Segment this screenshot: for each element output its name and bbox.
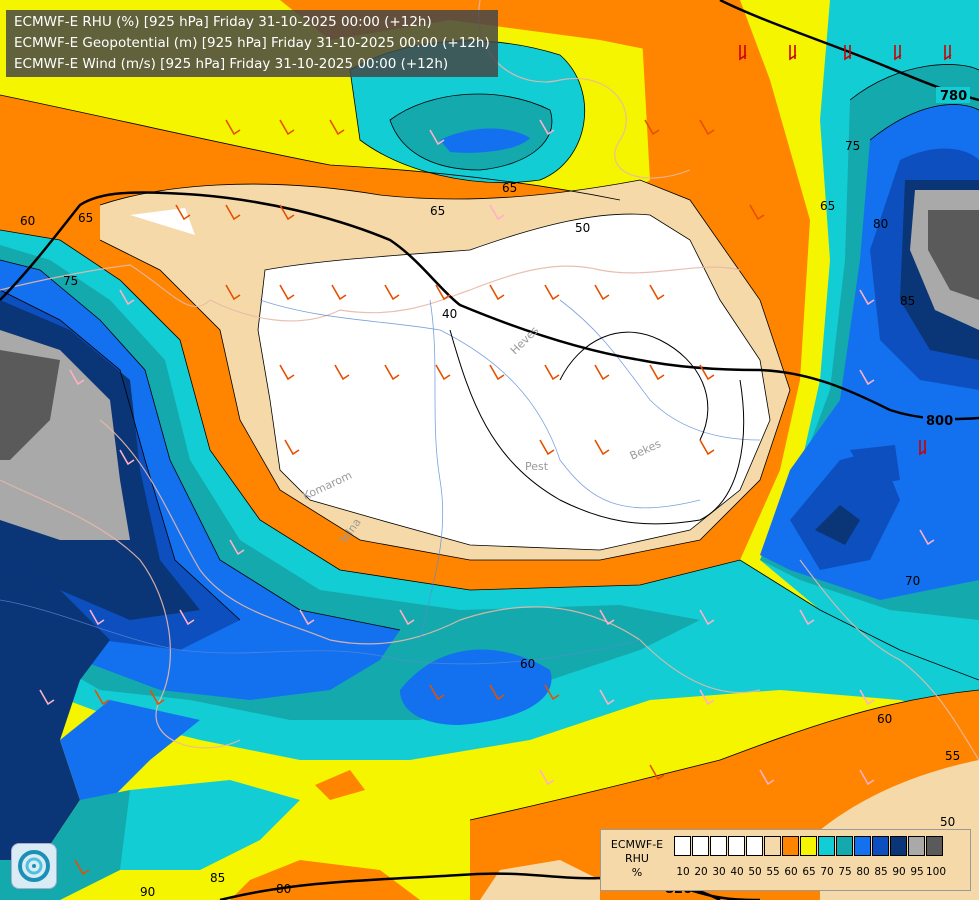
contour-label: 85 bbox=[900, 294, 915, 308]
title-wind: ECMWF-E Wind (m/s) [925 hPa] Friday 31-1… bbox=[14, 56, 449, 72]
contour-label: 50 bbox=[575, 221, 590, 235]
legend-swatch bbox=[908, 836, 925, 856]
rhu-region-peach-s bbox=[480, 860, 600, 900]
legend-tick-label: 85 bbox=[874, 866, 888, 878]
legend-tick-label: 90 bbox=[892, 866, 906, 878]
contour-label: 40 bbox=[442, 307, 457, 321]
legend-swatches bbox=[674, 836, 944, 856]
ecmwf-logo-icon bbox=[11, 843, 57, 889]
title-rhu: ECMWF-E RHU (%) [925 hPa] Friday 31-10-2… bbox=[14, 14, 432, 30]
rhu-region-darkgrey-west bbox=[0, 350, 60, 460]
contour-label: 65 bbox=[78, 211, 93, 225]
legend-title-line: ECMWF-E bbox=[610, 838, 664, 851]
legend-tick-label: 50 bbox=[748, 866, 762, 878]
contour-label: 90 bbox=[140, 885, 155, 899]
legend-title-line: % bbox=[631, 866, 643, 879]
rivers bbox=[0, 299, 761, 665]
rhu-region-blue-s bbox=[400, 649, 552, 725]
legend-swatch bbox=[692, 836, 709, 856]
contour-label: 55 bbox=[945, 749, 960, 763]
contour-label: 65 bbox=[820, 199, 835, 213]
legend-swatch bbox=[800, 836, 817, 856]
legend-tick-label: 55 bbox=[766, 866, 780, 878]
legend-tick-label: 75 bbox=[838, 866, 852, 878]
rhu-region-navy-sw bbox=[0, 560, 110, 860]
legend-title-line: RHU bbox=[625, 852, 649, 865]
contour-label: 85 bbox=[210, 871, 225, 885]
legend-tick-label: 65 bbox=[802, 866, 816, 878]
legend-ticks: 10 20 30 40 50 55 60 65 70 75 80 85 90 95 100 bbox=[674, 866, 947, 878]
legend-swatch bbox=[872, 836, 889, 856]
map-title-box: ECMWF-E RHU (%) [925 hPa] Friday 31-10-2… bbox=[6, 10, 498, 77]
rhu-region-orange-s bbox=[315, 770, 365, 800]
legend-tick-label: 40 bbox=[730, 866, 744, 878]
legend-tick-label: 70 bbox=[820, 866, 834, 878]
contour-label: 50 bbox=[940, 815, 955, 829]
geopotential-inner-lines bbox=[449, 329, 745, 525]
legend-tick-label: 10 bbox=[676, 866, 690, 878]
rhu-region-cyan-s bbox=[120, 780, 300, 870]
legend-title: ECMWF-E RHU % bbox=[605, 838, 669, 880]
legend-tick-label: 80 bbox=[856, 866, 870, 878]
legend-swatch bbox=[854, 836, 871, 856]
contour-label: 60 bbox=[877, 712, 892, 726]
rhu-region-white-nw bbox=[130, 208, 195, 235]
geopotential-label: 80 bbox=[276, 882, 291, 896]
contour-label: 65 bbox=[430, 204, 445, 218]
legend-tick-label: 30 bbox=[712, 866, 726, 878]
contour-label: 65 bbox=[502, 181, 517, 195]
color-legend: ECMWF-E RHU % 10 20 30 40 50 55 60 65 70 75 80 85 90… bbox=[600, 829, 971, 891]
rhu-region-blue-sw bbox=[60, 700, 200, 800]
legend-tick-label: 100 bbox=[926, 866, 947, 878]
rhu-region-darkgrey-east bbox=[928, 210, 979, 300]
border-lines bbox=[0, 0, 979, 761]
legend-swatch bbox=[674, 836, 691, 856]
rhu-region-darkblue-se2 bbox=[850, 445, 900, 485]
rhu-contour-labels: 65 60 65 65 75 65 50 60 75 80 85 70 60 5… bbox=[20, 139, 960, 899]
rhu-region-blue-n bbox=[440, 128, 530, 153]
legend-tick-label: 60 bbox=[784, 866, 798, 878]
legend-tick-label: 20 bbox=[694, 866, 708, 878]
contour-label: 80 bbox=[873, 217, 888, 231]
legend-swatch bbox=[890, 836, 907, 856]
contour-label: 60 bbox=[20, 214, 35, 228]
rhu-region-white-core bbox=[258, 214, 770, 550]
geopotential-label: 780 bbox=[940, 89, 967, 104]
legend-swatch bbox=[926, 836, 943, 856]
contour-label: 75 bbox=[63, 274, 78, 288]
contour-label: 70 bbox=[905, 574, 920, 588]
legend-swatch bbox=[746, 836, 763, 856]
wind-barbs bbox=[39, 45, 952, 876]
place-label: Pest bbox=[525, 460, 549, 473]
contour-label: 60 bbox=[520, 657, 535, 671]
legend-swatch bbox=[764, 836, 781, 856]
legend-swatch bbox=[710, 836, 727, 856]
legend-swatch bbox=[818, 836, 835, 856]
geopotential-label: 800 bbox=[926, 414, 953, 429]
contour-label: 75 bbox=[845, 139, 860, 153]
legend-swatch bbox=[836, 836, 853, 856]
legend-swatch bbox=[782, 836, 799, 856]
title-geopotential: ECMWF-E Geopotential (m) [925 hPa] Frida… bbox=[14, 35, 490, 51]
rhu-region-navy-se bbox=[815, 505, 860, 545]
legend-swatch bbox=[728, 836, 745, 856]
legend-tick-label: 95 bbox=[910, 866, 924, 878]
